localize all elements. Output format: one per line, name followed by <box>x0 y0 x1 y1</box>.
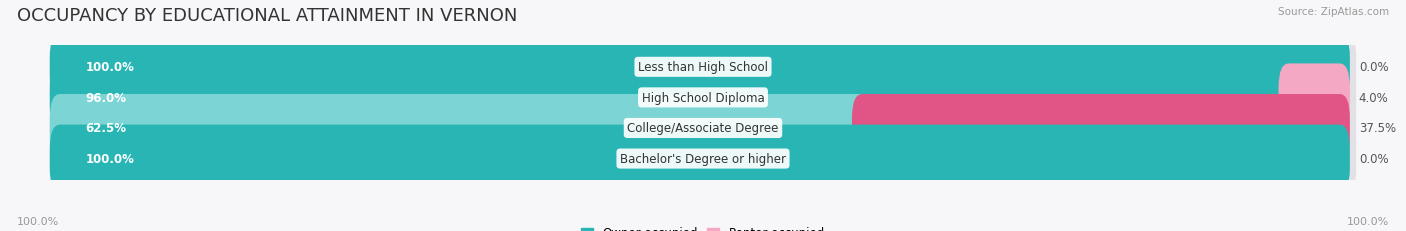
FancyBboxPatch shape <box>49 64 1357 132</box>
Text: 100.0%: 100.0% <box>17 216 59 226</box>
FancyBboxPatch shape <box>1278 64 1350 132</box>
FancyBboxPatch shape <box>852 95 1350 162</box>
Text: 37.5%: 37.5% <box>1358 122 1396 135</box>
Text: 4.0%: 4.0% <box>1358 91 1389 104</box>
Text: Source: ZipAtlas.com: Source: ZipAtlas.com <box>1278 7 1389 17</box>
Text: 100.0%: 100.0% <box>86 61 135 74</box>
Text: 62.5%: 62.5% <box>86 122 127 135</box>
Legend: Owner-occupied, Renter-occupied: Owner-occupied, Renter-occupied <box>576 222 830 231</box>
Text: High School Diploma: High School Diploma <box>641 91 765 104</box>
FancyBboxPatch shape <box>49 125 1350 193</box>
Text: Less than High School: Less than High School <box>638 61 768 74</box>
FancyBboxPatch shape <box>49 95 872 162</box>
FancyBboxPatch shape <box>49 125 1357 193</box>
Text: 0.0%: 0.0% <box>1358 152 1388 165</box>
FancyBboxPatch shape <box>49 34 1357 101</box>
Text: 96.0%: 96.0% <box>86 91 127 104</box>
Text: 100.0%: 100.0% <box>86 152 135 165</box>
Text: OCCUPANCY BY EDUCATIONAL ATTAINMENT IN VERNON: OCCUPANCY BY EDUCATIONAL ATTAINMENT IN V… <box>17 7 517 25</box>
Text: 0.0%: 0.0% <box>1358 61 1388 74</box>
Text: College/Associate Degree: College/Associate Degree <box>627 122 779 135</box>
Text: 100.0%: 100.0% <box>1347 216 1389 226</box>
Text: Bachelor's Degree or higher: Bachelor's Degree or higher <box>620 152 786 165</box>
FancyBboxPatch shape <box>49 64 1299 132</box>
FancyBboxPatch shape <box>49 34 1350 101</box>
FancyBboxPatch shape <box>49 95 1357 162</box>
